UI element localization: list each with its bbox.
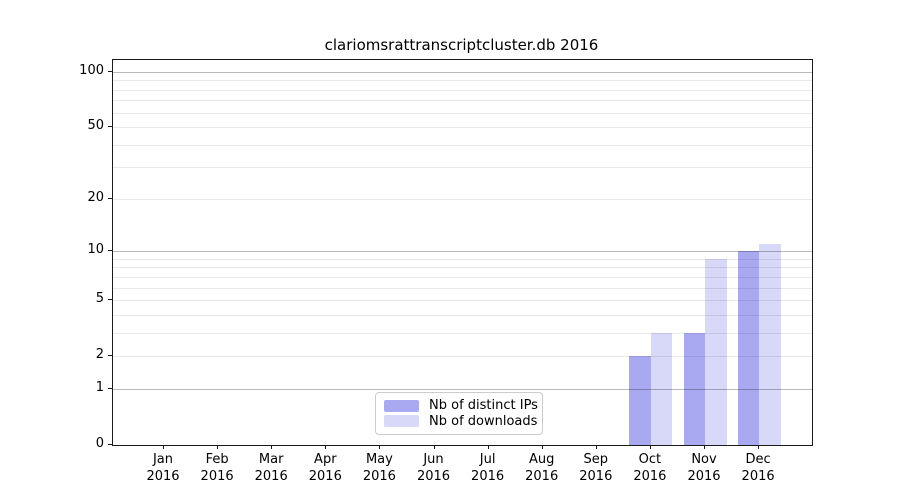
x-tick-year: 2016 — [254, 469, 288, 484]
x-tick-year: 2016 — [633, 469, 667, 484]
x-tick-year: 2016 — [741, 469, 775, 484]
bar-distinct-ips — [629, 356, 651, 445]
x-tick-month: May — [365, 452, 393, 467]
y-tick — [108, 387, 112, 389]
y-tick-label: 0 — [95, 436, 104, 451]
x-tick-month: Mar — [258, 452, 284, 467]
x-tick-month: Dec — [745, 452, 771, 467]
x-tick — [379, 445, 381, 449]
y-gridline-minor — [113, 267, 812, 269]
x-tick — [325, 445, 327, 449]
x-tick — [541, 445, 543, 449]
legend-label: Nb of distinct IPs — [429, 398, 538, 414]
y-gridline-minor — [113, 332, 812, 334]
y-gridline-minor — [113, 314, 812, 316]
y-tick — [108, 126, 112, 128]
y-gridline-minor — [113, 167, 812, 169]
y-tick — [108, 250, 112, 252]
x-tick — [487, 445, 489, 449]
y-gridline-major — [113, 71, 812, 73]
legend-item: Nb of downloads — [384, 413, 538, 429]
x-tick-year: 2016 — [525, 469, 559, 484]
y-tick-label: 100 — [79, 62, 104, 78]
y-gridline-minor — [113, 300, 812, 302]
x-tick — [217, 445, 219, 449]
bar-downloads — [759, 244, 781, 445]
x-tick — [758, 445, 760, 449]
legend: Nb of distinct IPs Nb of downloads — [375, 392, 543, 435]
x-tick-label: Nov 2016 — [672, 451, 736, 485]
x-tick-month: Jan — [152, 452, 174, 467]
y-tick — [108, 355, 112, 357]
legend-swatch — [384, 415, 419, 428]
y-gridline-minor — [113, 276, 812, 278]
y-tick — [108, 444, 112, 445]
chart-title: clariomsrattranscriptcluster.db 2016 — [324, 36, 599, 54]
x-tick-month: Oct — [638, 452, 662, 467]
y-gridline-minor — [113, 127, 812, 129]
x-tick-label: Feb 2016 — [185, 451, 249, 485]
x-tick-label: May 2016 — [347, 451, 411, 485]
y-gridline-minor — [113, 287, 812, 289]
legend-item: Nb of distinct IPs — [384, 398, 538, 413]
y-tick — [108, 197, 112, 199]
y-gridline-minor — [113, 144, 812, 146]
bar-distinct-ips — [683, 332, 705, 445]
x-tick-month: Jun — [423, 452, 444, 467]
x-tick — [649, 445, 651, 449]
x-tick-label: Oct 2016 — [618, 451, 682, 485]
x-tick-month: Feb — [205, 452, 229, 467]
x-tick-label: Mar 2016 — [239, 451, 303, 485]
x-tick-label: Jan 2016 — [131, 451, 195, 485]
bar-distinct-ips — [737, 251, 760, 445]
x-tick-label: Aug 2016 — [510, 451, 574, 485]
x-tick-year: 2016 — [308, 469, 342, 484]
y-gridline-minor — [113, 356, 812, 358]
x-tick-month: Apr — [314, 452, 337, 467]
legend-label: Nb of downloads — [429, 413, 538, 429]
y-tick-label: 50 — [87, 118, 104, 134]
x-tick — [704, 445, 705, 449]
y-gridline-minor — [113, 89, 812, 91]
x-tick-month: Jul — [479, 452, 496, 467]
x-tick-year: 2016 — [471, 469, 505, 484]
y-tick-label: 10 — [87, 242, 104, 258]
y-gridline-major — [113, 251, 812, 253]
x-tick-label: Apr 2016 — [293, 451, 357, 485]
y-tick-label: 20 — [87, 189, 104, 205]
x-tick-label: Sep 2016 — [564, 451, 628, 485]
y-tick-label: 1 — [95, 379, 104, 395]
x-tick-label: Dec 2016 — [726, 451, 790, 485]
y-gridline-minor — [113, 80, 812, 82]
x-tick-month: Sep — [583, 452, 609, 467]
legend-swatch — [384, 399, 419, 412]
y-gridline-major — [113, 388, 812, 390]
x-tick — [595, 445, 597, 449]
x-tick — [163, 445, 164, 449]
x-tick — [271, 445, 273, 449]
y-tick — [108, 70, 112, 72]
x-tick-year: 2016 — [362, 469, 396, 484]
x-tick — [433, 445, 435, 449]
y-gridline-minor — [113, 100, 812, 102]
y-gridline-minor — [113, 112, 812, 114]
y-gridline-minor — [113, 198, 812, 200]
y-tick-label: 2 — [95, 347, 104, 363]
y-gridline-minor — [113, 258, 812, 260]
x-tick-year: 2016 — [687, 469, 721, 484]
x-tick-label: Jul 2016 — [456, 451, 520, 485]
x-tick-year: 2016 — [200, 469, 234, 484]
x-tick-label: Jun 2016 — [402, 451, 466, 485]
x-tick-year: 2016 — [416, 469, 451, 484]
bar-downloads — [705, 258, 727, 445]
x-tick-month: Nov — [691, 452, 717, 467]
plot-area — [112, 59, 813, 446]
x-tick-year: 2016 — [579, 469, 613, 484]
y-tick — [108, 299, 112, 301]
x-tick-month: Aug — [528, 452, 555, 467]
x-tick-year: 2016 — [146, 469, 180, 484]
y-tick-label: 5 — [95, 291, 104, 307]
bar-downloads — [650, 332, 673, 445]
